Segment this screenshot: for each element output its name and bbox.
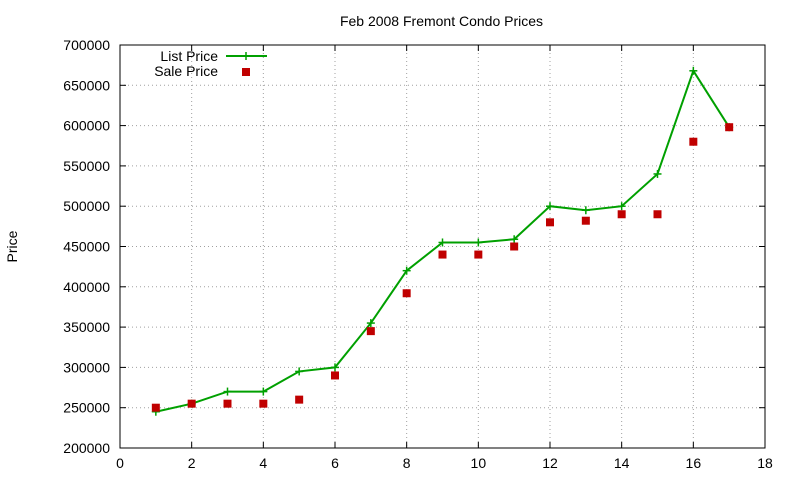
sale-price-point xyxy=(295,395,304,404)
x-tick-label: 0 xyxy=(116,455,124,471)
y-tick-label: 500000 xyxy=(63,198,110,214)
sale-price-point xyxy=(438,250,447,259)
sale-price-point xyxy=(689,137,698,146)
y-axis-label: Price xyxy=(4,230,20,262)
sale-price-point xyxy=(546,218,554,227)
list-price-point xyxy=(438,238,447,247)
list-price-point xyxy=(295,367,304,376)
list-price-point xyxy=(510,235,519,244)
sale-price-point xyxy=(223,399,232,408)
x-tick-label: 16 xyxy=(686,455,702,471)
y-tick-label: 200000 xyxy=(63,440,110,456)
legend-square-swatch xyxy=(242,68,250,76)
x-tick-label: 10 xyxy=(471,455,487,471)
y-tick-label: 300000 xyxy=(63,359,110,375)
sale-price-point xyxy=(259,399,268,408)
legend-label: List Price xyxy=(160,48,218,64)
y-tick-label: 700000 xyxy=(63,37,110,53)
sale-price-point xyxy=(151,403,160,412)
y-tick-label: 400000 xyxy=(63,279,110,295)
sale-price-point xyxy=(617,210,626,219)
sale-price-point xyxy=(187,399,196,408)
list-price-point xyxy=(259,387,268,396)
y-tick-label: 250000 xyxy=(63,400,110,416)
x-tick-label: 14 xyxy=(614,455,630,471)
sale-price-point xyxy=(474,250,483,259)
chart-title: Feb 2008 Fremont Condo Prices xyxy=(340,13,543,29)
list-price-point xyxy=(223,387,232,396)
y-tick-label: 600000 xyxy=(63,118,110,134)
sale-price-point xyxy=(581,216,590,225)
x-axis-tick-labels: 0 2 4 6 8 10 12 14 16 18 xyxy=(116,455,773,471)
x-tick-label: 18 xyxy=(757,455,773,471)
list-price-point xyxy=(689,66,698,75)
list-price-point xyxy=(617,202,626,211)
grid xyxy=(120,45,765,448)
sale-price-point xyxy=(402,289,411,298)
y-tick-label: 650000 xyxy=(63,77,110,93)
legend-label: Sale Price xyxy=(154,63,218,79)
list-price-point xyxy=(402,266,411,275)
legend-plus-swatch xyxy=(242,52,250,60)
list-price-point xyxy=(474,238,483,247)
sale-price-point xyxy=(510,242,519,251)
list-price-point xyxy=(546,202,554,211)
list-price-point xyxy=(366,319,375,328)
y-tick-label: 550000 xyxy=(63,158,110,174)
sale-price-point xyxy=(725,123,734,132)
x-tick-label: 8 xyxy=(403,455,411,471)
x-tick-label: 2 xyxy=(188,455,196,471)
sale-price-point xyxy=(366,327,375,336)
x-tick-label: 6 xyxy=(331,455,339,471)
sale-price-point xyxy=(331,371,339,380)
series-layer xyxy=(151,66,734,416)
list-price-point xyxy=(581,206,590,215)
y-tick-label: 350000 xyxy=(63,319,110,335)
axis-ticks xyxy=(119,44,766,449)
x-tick-label: 12 xyxy=(542,455,558,471)
x-tick-label: 4 xyxy=(259,455,267,471)
list-price-point xyxy=(653,169,662,178)
list-price-point xyxy=(331,363,339,372)
y-tick-label: 450000 xyxy=(63,239,110,255)
y-axis-tick-labels: 200000 250000 300000 350000 400000 450000 5000… xyxy=(63,37,110,456)
sale-price-point xyxy=(653,210,662,219)
